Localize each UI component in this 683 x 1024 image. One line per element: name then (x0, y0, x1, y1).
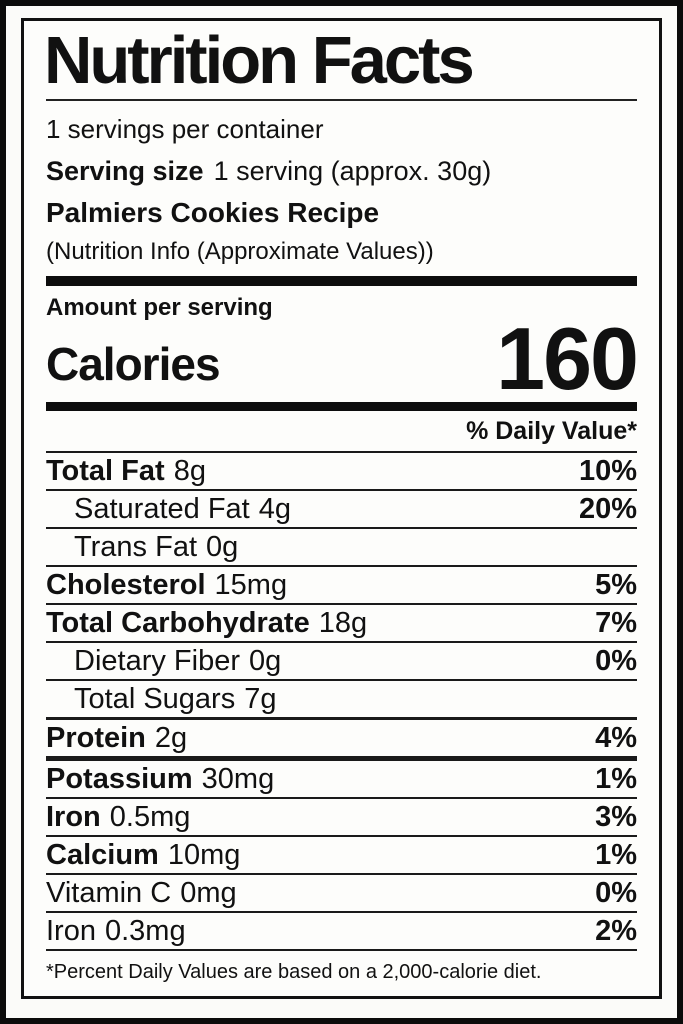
nutrient-name: Calcium (46, 839, 159, 872)
nutrient-row-total-carbohydrate: Total Carbohydrate 18g 7% (46, 603, 637, 641)
nutrient-daily-value: 10% (578, 455, 637, 488)
nutrient-row-calcium: Calcium 10mg 1% (46, 835, 637, 873)
nutrient-daily-value: 7% (595, 607, 637, 640)
nutrient-daily-value: 3% (595, 801, 637, 834)
nutrient-row-vitamin-c: Vitamin C 0mg 0% (46, 873, 637, 911)
nutrient-amount: 0g (249, 645, 282, 678)
nutrient-amount: 7g (244, 683, 277, 716)
nutrient-name: Potassium (46, 763, 193, 796)
nutrient-name: Iron (46, 915, 96, 948)
nutrient-name: Total Sugars (74, 683, 236, 716)
label-title: Nutrition Facts (44, 23, 475, 98)
nutrient-name: Total Fat (46, 455, 165, 488)
nutrient-daily-value: 1% (595, 839, 637, 872)
nutrient-name: Saturated Fat (74, 493, 250, 526)
daily-value-header: % Daily Value* (466, 417, 637, 446)
nutrient-row-iron-2: Iron 0.3mg 2% (46, 911, 637, 949)
servings-per-container: 1 servings per container (46, 113, 324, 144)
nutrient-name: Vitamin C (46, 877, 172, 910)
nutrient-daily-value: 20% (578, 493, 637, 526)
nutrient-row-total-fat: Total Fat 8g 10% (46, 451, 637, 489)
nutrient-row-total-sugars: Total Sugars 7g (46, 679, 637, 717)
nutrient-amount: 0g (206, 531, 239, 564)
calories-row: Calories 160 (46, 308, 639, 408)
calories-label: Calories (46, 338, 221, 391)
nutrient-daily-value: 2% (595, 915, 637, 948)
nutrient-amount: 8g (173, 455, 206, 488)
thick-divider-top (46, 275, 637, 286)
nutrient-row-cholesterol: Cholesterol 15mg 5% (46, 565, 637, 603)
nutrient-name: Trans Fat (74, 531, 198, 564)
nutrient-daily-value: 0% (595, 877, 637, 910)
nutrient-name: Dietary Fiber (74, 645, 240, 678)
recipe-name: Palmiers Cookies Recipe (46, 196, 380, 228)
thick-divider-calories (46, 402, 637, 412)
nutrient-amount: 30mg (201, 763, 275, 796)
nutrient-row-trans-fat: Trans Fat 0g (46, 527, 637, 565)
nutrient-amount: 15mg (214, 569, 288, 602)
nutrient-daily-value: 0% (595, 645, 637, 678)
recipe-note: (Nutrition Info (Approximate Values)) (46, 237, 434, 265)
nutrition-facts-label: Nutrition Facts 1 servings per container… (21, 18, 662, 1000)
serving-size-label: Serving size (46, 155, 204, 186)
nutrient-amount: 10mg (167, 839, 241, 872)
nutrient-daily-value: 5% (595, 569, 637, 602)
nutrient-daily-value: 1% (595, 763, 637, 796)
calories-value: 160 (496, 308, 639, 408)
nutrient-amount: 0.3mg (104, 915, 186, 948)
nutrient-row-protein: Protein 2g 4% (46, 717, 637, 756)
nutrient-row-saturated-fat: Saturated Fat 4g 20% (46, 489, 637, 527)
nutrient-name: Total Carbohydrate (46, 607, 310, 640)
nutrient-row-iron-1: Iron 0.5mg 3% (46, 797, 637, 835)
daily-value-footnote: *Percent Daily Values are based on a 2,0… (46, 949, 637, 996)
nutrient-name: Protein (46, 722, 146, 755)
amount-per-serving-label: Amount per serving (46, 293, 273, 321)
nutrient-amount: 4g (258, 493, 291, 526)
serving-size-value: 1 serving (approx. 30g) (213, 155, 492, 186)
nutrient-amount: 2g (154, 722, 188, 755)
nutrient-daily-value: 4% (595, 722, 637, 755)
nutrient-amount: 0mg (180, 877, 237, 910)
nutrient-row-dietary-fiber: Dietary Fiber 0g 0% (46, 641, 637, 679)
nutrient-name: Cholesterol (46, 569, 206, 602)
title-divider (46, 98, 637, 101)
nutrient-amount: 0.5mg (109, 801, 191, 834)
nutrient-row-potassium: Potassium 30mg 1% (46, 756, 637, 797)
nutrient-amount: 18g (318, 607, 368, 640)
nutrient-name: Iron (46, 801, 101, 834)
serving-size-line: Serving size 1 serving (approx. 30g) (46, 150, 637, 192)
